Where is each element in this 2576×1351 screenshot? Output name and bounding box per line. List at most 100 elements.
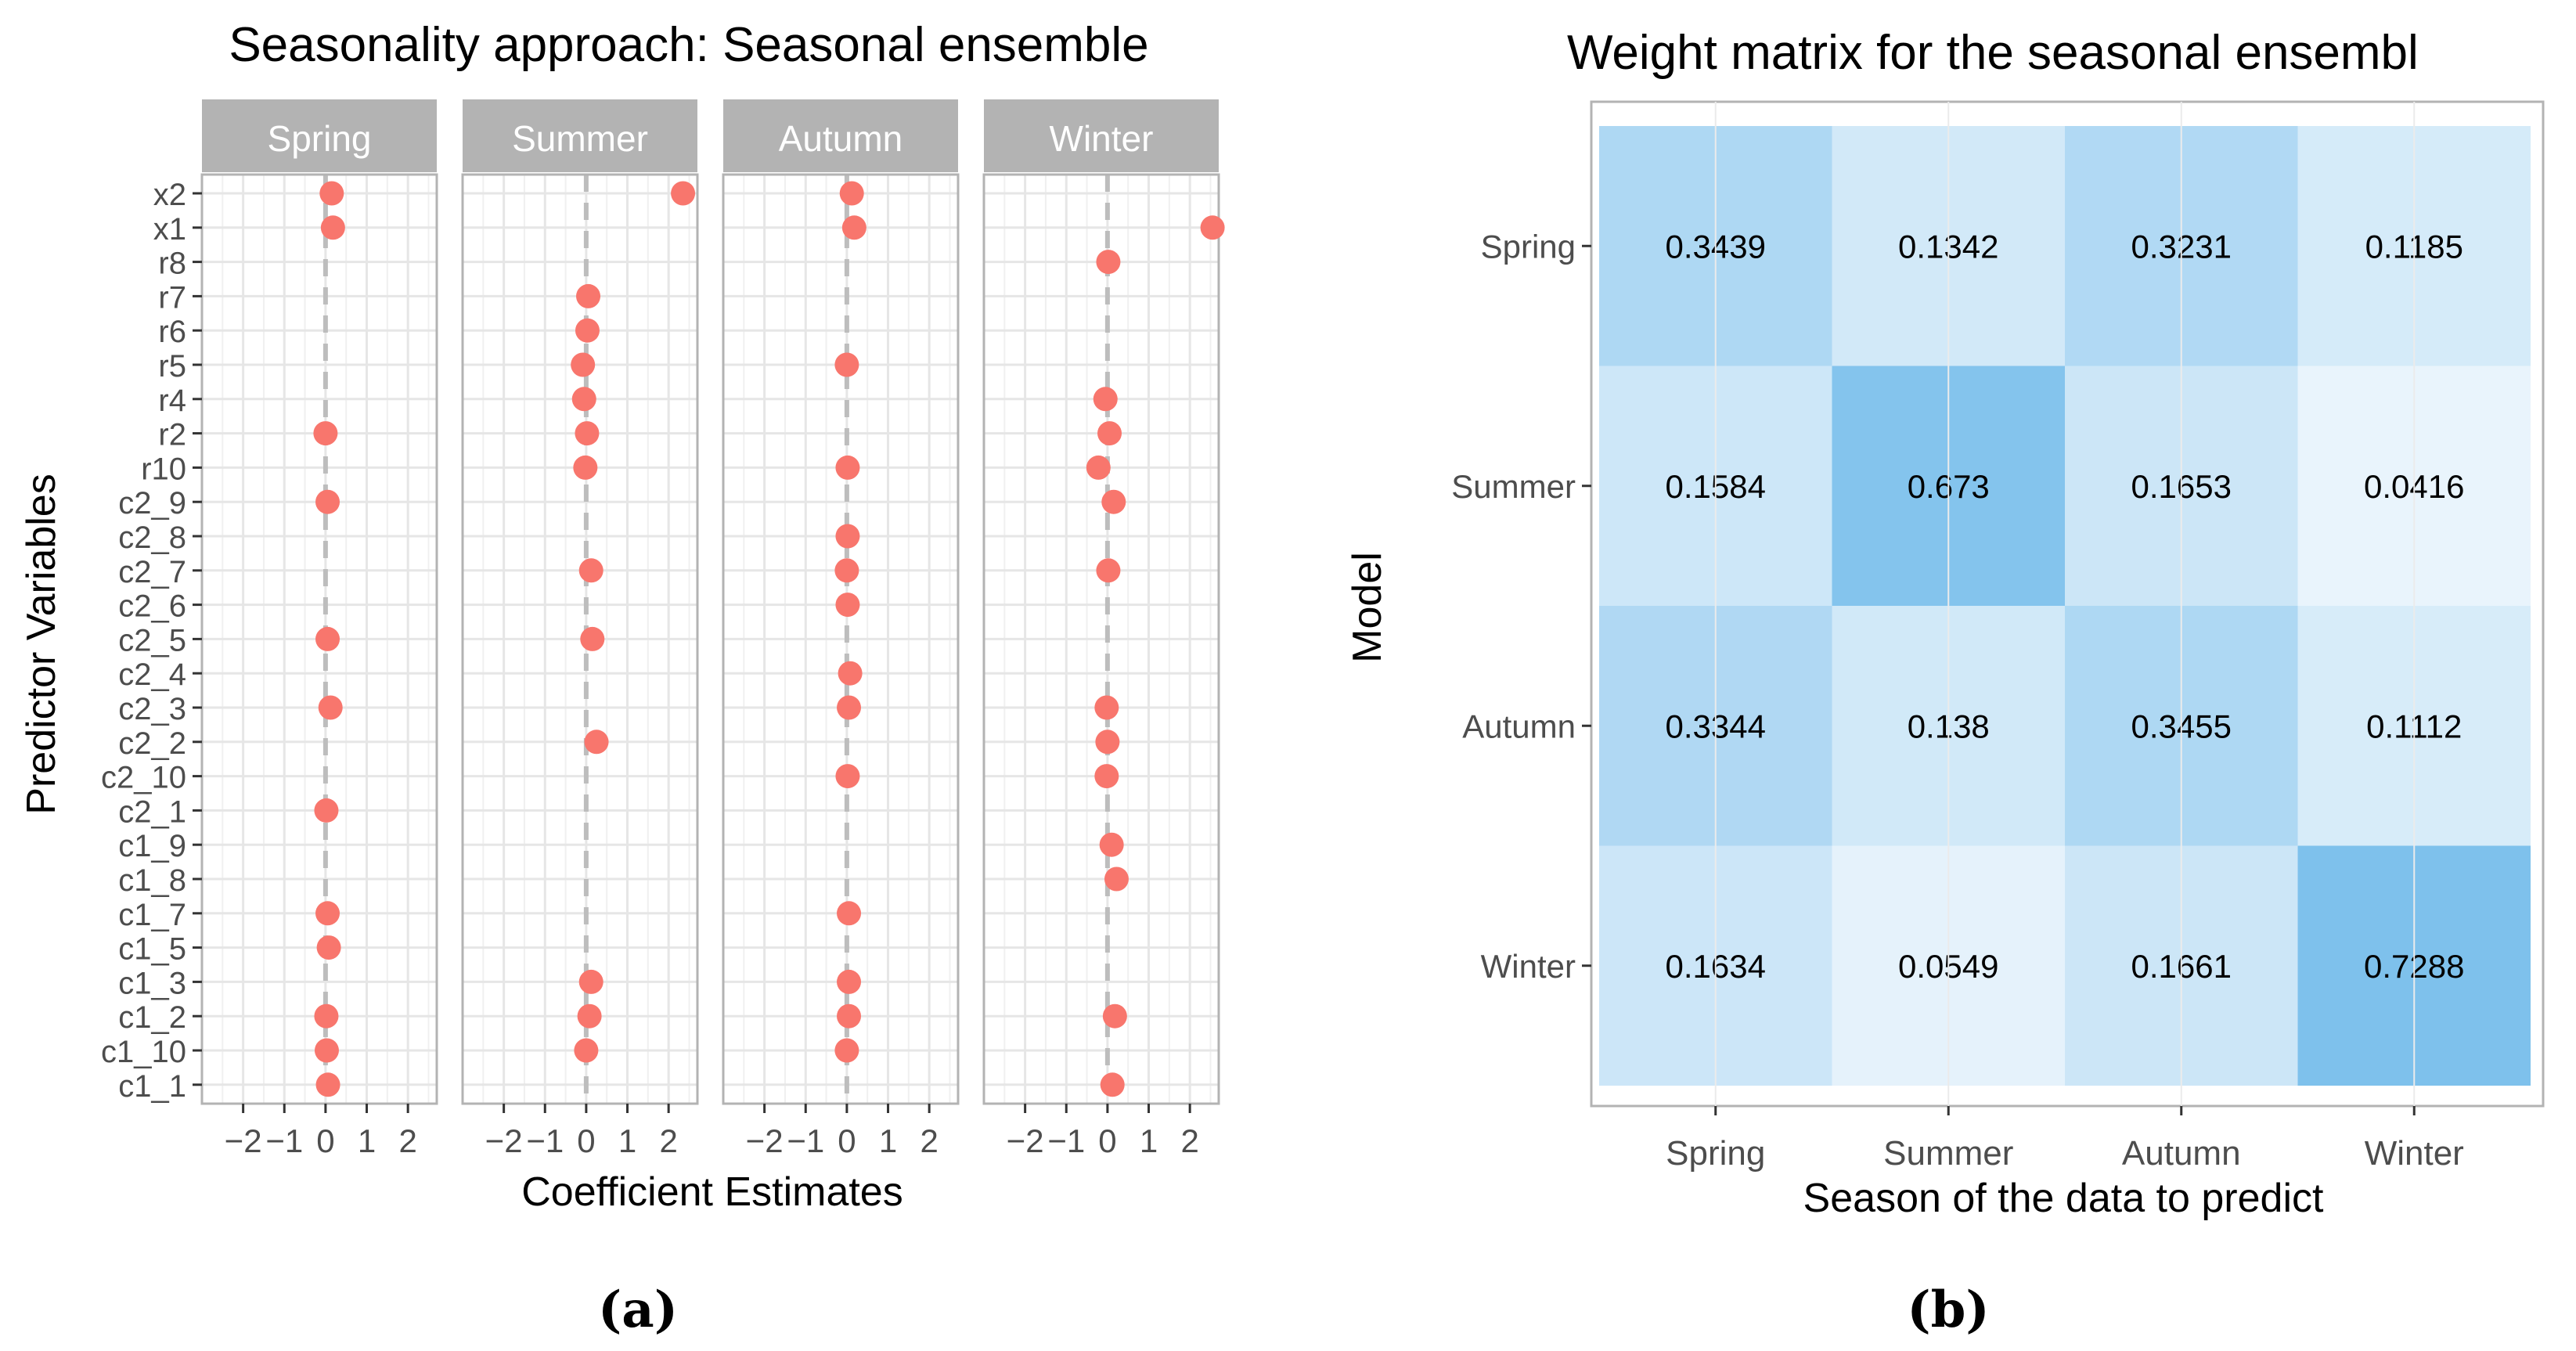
x-tick-label: 2 xyxy=(1180,1122,1198,1159)
data-point-r5 xyxy=(571,352,596,377)
y-tick-label-c2_1: c2_1 xyxy=(118,794,186,829)
y-tick-label-x2: x2 xyxy=(153,178,186,212)
data-point-x1 xyxy=(320,215,345,240)
data-point-c2_2 xyxy=(584,730,609,755)
data-point-c2_9 xyxy=(1101,489,1126,514)
x-tick-label: 1 xyxy=(618,1122,636,1159)
data-point-c2_2 xyxy=(1095,730,1120,755)
y-tick-label-c2_9: c2_9 xyxy=(118,486,186,521)
facet-strip xyxy=(723,99,958,172)
facet-panel-spring: Spring −2 −1 0 1 2 xyxy=(200,99,438,1159)
y-tick-label-r5: r5 xyxy=(158,349,186,384)
facet-strip-label: Autumn xyxy=(779,118,903,159)
y-tick-label-c2_8: c2_8 xyxy=(118,521,186,555)
facet-strip xyxy=(202,99,437,172)
data-point-c2_3 xyxy=(1094,695,1119,720)
y-tick-label-c2_5: c2_5 xyxy=(118,623,186,657)
x-tick-label: 0 xyxy=(316,1122,334,1159)
y-tick-label-c2_2: c2_2 xyxy=(118,726,186,761)
data-point-c1_10 xyxy=(574,1038,599,1063)
predictor-tick-labels: x2x1r8r7r6r5r4r2r10c2_9c2_8c2_7c2_6c2_5c… xyxy=(101,178,202,1104)
x-tick-label: 2 xyxy=(398,1122,416,1159)
y-tick-label-c2_3: c2_3 xyxy=(118,692,186,726)
heatmap-axes: Spring Summer Autumn Winter Spring Summer Autu… xyxy=(1451,102,2464,1173)
x-tick-label-winter: Winter xyxy=(2365,1134,2464,1173)
data-point-c1_7 xyxy=(315,901,340,926)
x-tick-label: −1 xyxy=(1047,1122,1085,1159)
facet-panel-border xyxy=(982,173,1220,1105)
x-tick-label: −2 xyxy=(1007,1122,1044,1159)
y-tick-label-c2_10: c2_10 xyxy=(101,761,186,795)
data-point-r7 xyxy=(576,283,601,308)
facet-strip-label: Summer xyxy=(512,118,648,159)
heatmap-panel-border xyxy=(1590,100,2545,1108)
x-tick-label: −1 xyxy=(526,1122,564,1159)
x-tick-label: 0 xyxy=(1098,1122,1116,1159)
x-tick-label: 2 xyxy=(659,1122,677,1159)
facet-strip xyxy=(463,99,697,172)
chart-b-x-axis-title: Season of the data to predict xyxy=(1803,1176,2324,1221)
y-tick-label-r10: r10 xyxy=(141,452,186,486)
data-point-c1_1 xyxy=(315,1072,340,1097)
data-point-c1_10 xyxy=(314,1038,339,1063)
data-point-r4 xyxy=(1093,387,1118,412)
y-tick-label-c1_8: c1_8 xyxy=(118,863,186,898)
y-tick-label-c2_6: c2_6 xyxy=(118,589,186,624)
y-tick-label-c1_2: c1_2 xyxy=(118,1000,186,1035)
y-tick-label-c1_9: c1_9 xyxy=(118,829,186,863)
data-point-r8 xyxy=(1096,250,1121,275)
facet-panel-summer: Summer −2 −1 0 1 2 xyxy=(461,99,699,1159)
data-point-x1 xyxy=(1200,215,1225,240)
y-tick-label-c1_1: c1_1 xyxy=(118,1069,186,1104)
facet-panel-autumn: Autumn −2 −1 0 1 2 xyxy=(722,99,960,1159)
data-point-c2_3 xyxy=(837,695,862,720)
y-tick-label-r6: r6 xyxy=(158,315,186,349)
data-point-c1_5 xyxy=(316,935,341,960)
facet-strip xyxy=(984,99,1219,172)
x-tick-label: 1 xyxy=(358,1122,376,1159)
x-tick-label: 2 xyxy=(920,1122,938,1159)
y-tick-label-r8: r8 xyxy=(158,247,186,281)
chart-b-y-axis-title: Model xyxy=(1345,552,1390,663)
data-point-c1_3 xyxy=(578,969,603,994)
y-tick-label-c1_10: c1_10 xyxy=(101,1035,186,1069)
x-tick-label-summer: Summer xyxy=(1883,1134,2013,1173)
y-tick-label-autumn: Autumn xyxy=(1462,708,1576,744)
chart-a-caption: (a) xyxy=(598,1281,678,1339)
data-point-c2_9 xyxy=(315,489,340,514)
y-tick-label-spring: Spring xyxy=(1481,228,1576,265)
data-point-r5 xyxy=(834,352,859,377)
data-point-x2 xyxy=(319,181,344,206)
facet-strip-label: Winter xyxy=(1050,118,1154,159)
data-point-c1_8 xyxy=(1104,866,1129,892)
x-tick-label: 1 xyxy=(879,1122,897,1159)
y-tick-label-r7: r7 xyxy=(158,280,186,315)
data-point-c1_3 xyxy=(837,969,862,994)
facet-panel-winter: Winter −2 −1 0 1 2 xyxy=(982,99,1225,1159)
data-point-c2_7 xyxy=(578,558,603,583)
x-tick-label-autumn: Autumn xyxy=(2122,1134,2241,1173)
data-point-c2_7 xyxy=(834,558,859,583)
data-point-x2 xyxy=(839,181,864,206)
y-tick-label-c2_4: c2_4 xyxy=(118,657,186,692)
data-point-c2_5 xyxy=(315,626,340,651)
data-point-x2 xyxy=(671,181,696,206)
y-tick-label-x1: x1 xyxy=(153,212,186,247)
y-tick-label-c1_3: c1_3 xyxy=(118,966,186,1000)
data-point-c2_4 xyxy=(838,661,863,686)
data-point-c2_3 xyxy=(318,695,343,720)
data-point-c2_1 xyxy=(314,798,339,823)
x-tick-label: −1 xyxy=(265,1122,303,1159)
y-tick-label-c2_7: c2_7 xyxy=(118,555,186,589)
x-tick-label: −2 xyxy=(485,1122,523,1159)
y-tick-label-r4: r4 xyxy=(158,384,186,418)
data-point-r2 xyxy=(1097,421,1122,446)
data-point-c1_1 xyxy=(1100,1072,1125,1097)
data-point-c2_8 xyxy=(835,524,860,549)
data-point-r2 xyxy=(313,421,338,446)
x-tick-label: −2 xyxy=(225,1122,262,1159)
facet-panel-border xyxy=(461,173,699,1105)
